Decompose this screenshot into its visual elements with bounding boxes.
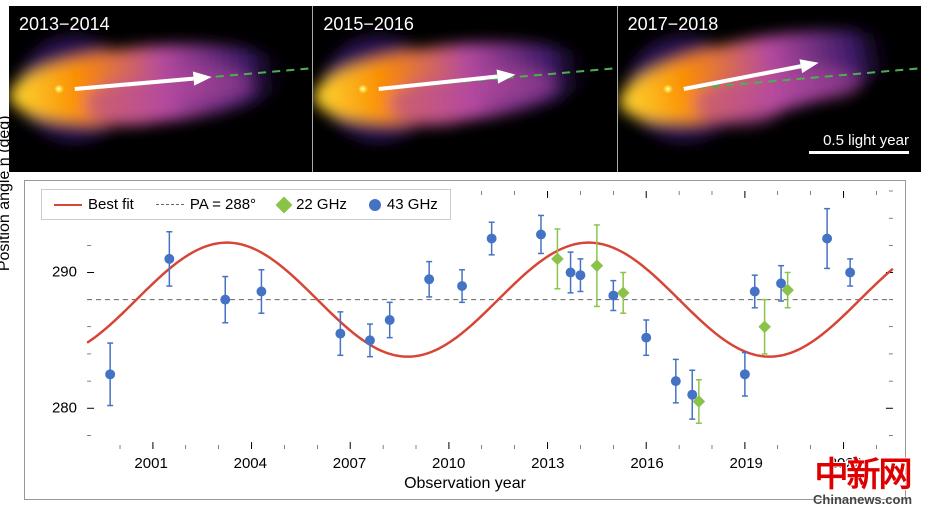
- y-axis-label: Position angle η (deg): [0, 116, 14, 272]
- jet-panel-1: 2015−2016: [313, 6, 617, 172]
- x-tick-label: 2001: [134, 449, 167, 472]
- y-tick-label: 280: [52, 400, 85, 417]
- legend-item: Best fit: [54, 196, 134, 213]
- panel-label: 2017−2018: [628, 14, 719, 35]
- jet-panel-2: 2017−2018: [618, 6, 921, 172]
- x-tick-label: 2010: [432, 449, 465, 472]
- watermark-cn: 中新网: [813, 447, 912, 496]
- watermark-en: Chinanews.com: [813, 492, 912, 507]
- panel-label: 2013−2014: [19, 14, 110, 35]
- x-tick-label: 2019: [730, 449, 763, 472]
- y-tick-label: 290: [52, 264, 85, 281]
- scale-bar: 0.5 light year: [809, 132, 909, 154]
- legend-item: PA = 288°: [156, 196, 256, 213]
- legend-item: 43 GHz: [369, 196, 438, 213]
- x-tick-label: 2007: [333, 449, 366, 472]
- x-tick-label: 2004: [234, 449, 267, 472]
- x-tick-label: 2016: [630, 449, 663, 472]
- position-angle-chart: Best fit PA = 288° 22 GHz 43 GHz 2001 2004 20…: [24, 180, 906, 500]
- watermark: 中新网 Chinanews.com: [813, 447, 912, 507]
- legend: Best fit PA = 288° 22 GHz 43 GHz: [41, 189, 451, 220]
- x-tick-label: 2013: [531, 449, 564, 472]
- panel-label: 2015−2016: [323, 14, 414, 35]
- x-axis-label: Observation year: [404, 475, 526, 493]
- jet-panel-0: 2013−2014: [9, 6, 313, 172]
- legend-item: 22 GHz: [278, 196, 347, 213]
